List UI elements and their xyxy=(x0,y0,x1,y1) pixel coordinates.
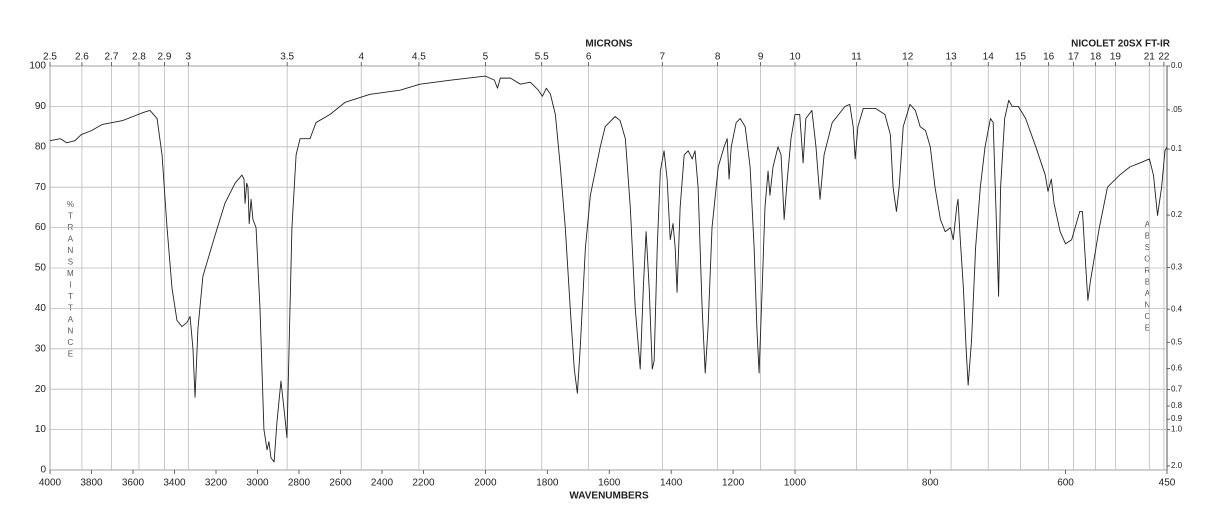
x-tick-label: 3400 xyxy=(163,478,186,489)
x-tick-label: 1400 xyxy=(660,478,683,489)
y-tick-label: 40 xyxy=(35,303,47,314)
y-tick-label: 0 xyxy=(40,465,46,476)
y2-tick-label: 0.4 xyxy=(1171,304,1183,313)
x2-tick-label: 21 xyxy=(1144,52,1156,63)
y-tick-label: 10 xyxy=(35,424,47,435)
y2-tick-label: 0.3 xyxy=(1171,263,1183,272)
x-tick-label: 1000 xyxy=(784,478,807,489)
x-tick-label: 3200 xyxy=(205,478,228,489)
y-tick-label: 70 xyxy=(35,182,47,193)
y-axis-label: %TRANSMITTANCE xyxy=(66,200,75,361)
y2-tick-label: 0.7 xyxy=(1171,385,1183,394)
x-tick-label: 600 xyxy=(1057,478,1074,489)
x-tick-label: 1600 xyxy=(598,478,621,489)
x2-tick-label: 5.5 xyxy=(535,52,549,63)
x2-tick-label: 5 xyxy=(483,52,489,63)
x-tick-label: 1800 xyxy=(536,478,559,489)
y-tick-label: 30 xyxy=(35,343,47,354)
x2-tick-label: 15 xyxy=(1015,52,1027,63)
y-tick-label: 90 xyxy=(35,101,47,112)
y2-tick-label: 0.1 xyxy=(1171,144,1183,153)
x2-axis-label: MICRONS xyxy=(585,39,633,50)
x2-tick-label: 3 xyxy=(186,52,192,63)
x2-tick-label: 17 xyxy=(1068,52,1080,63)
x2-tick-label: 14 xyxy=(983,52,995,63)
x-tick-label: 2000 xyxy=(474,478,497,489)
x2-tick-label: 2.5 xyxy=(43,52,57,63)
x-tick-label: 2600 xyxy=(329,478,352,489)
x-axis-label: WAVENUMBERS xyxy=(569,491,649,502)
x-tick-label: 3800 xyxy=(80,478,103,489)
x2-tick-label: 13 xyxy=(946,52,958,63)
x2-tick-label: 19 xyxy=(1110,52,1122,63)
y2-tick-label: 0.9 xyxy=(1171,414,1183,423)
x-tick-label: 2800 xyxy=(288,478,311,489)
x2-tick-label: 10 xyxy=(789,52,801,63)
x2-tick-label: 6 xyxy=(586,52,592,63)
x2-tick-label: 22 xyxy=(1158,52,1170,63)
y2-tick-label: 0.6 xyxy=(1171,364,1183,373)
y2-tick-label: 2.0 xyxy=(1171,461,1183,470)
y2-tick-label: 0.5 xyxy=(1171,337,1183,346)
x-tick-label: 3000 xyxy=(246,478,269,489)
x2-tick-label: 2.6 xyxy=(75,52,89,63)
y2-axis-label: ABSORBANCE xyxy=(1143,220,1152,335)
instrument-label: NICOLET 20SX FT-IR xyxy=(1071,39,1171,50)
x2-tick-label: 2.7 xyxy=(105,52,119,63)
spectrum-line xyxy=(49,75,1168,463)
x2-tick-label: 4 xyxy=(358,52,364,63)
y-tick-label: 20 xyxy=(35,384,47,395)
y2-tick-label: 1.0 xyxy=(1171,425,1183,434)
x-tick-label: 1200 xyxy=(722,478,745,489)
x-tick-label: 800 xyxy=(922,478,939,489)
x2-tick-label: 18 xyxy=(1090,52,1102,63)
y2-tick-label: 0.8 xyxy=(1171,401,1183,410)
x2-tick-label: 4.5 xyxy=(412,52,426,63)
y-tick-label: 80 xyxy=(35,141,47,152)
y2-tick-label: .05 xyxy=(1171,105,1183,114)
x2-tick-label: 7 xyxy=(660,52,666,63)
x2-tick-label: 12 xyxy=(902,52,914,63)
x-tick-label: 3600 xyxy=(122,478,145,489)
x2-tick-label: 11 xyxy=(851,52,862,63)
x2-tick-label: 8 xyxy=(715,52,721,63)
x2-tick-label: 3.5 xyxy=(280,52,294,63)
x2-tick-label: 9 xyxy=(758,52,764,63)
y2-tick-label: 0.0 xyxy=(1171,61,1183,70)
x2-tick-label: 2.9 xyxy=(158,52,172,63)
x-tick-label: 4000 xyxy=(39,478,62,489)
x2-tick-label: 16 xyxy=(1043,52,1055,63)
x2-tick-label: 2.8 xyxy=(132,52,146,63)
y-tick-label: 60 xyxy=(35,222,47,233)
y-tick-label: 100 xyxy=(29,61,46,72)
y-tick-label: 50 xyxy=(35,263,47,274)
x-tick-label: 450 xyxy=(1159,478,1176,489)
x-tick-label: 2200 xyxy=(412,478,435,489)
x-tick-label: 2400 xyxy=(371,478,394,489)
y2-tick-label: 0.2 xyxy=(1171,210,1183,219)
